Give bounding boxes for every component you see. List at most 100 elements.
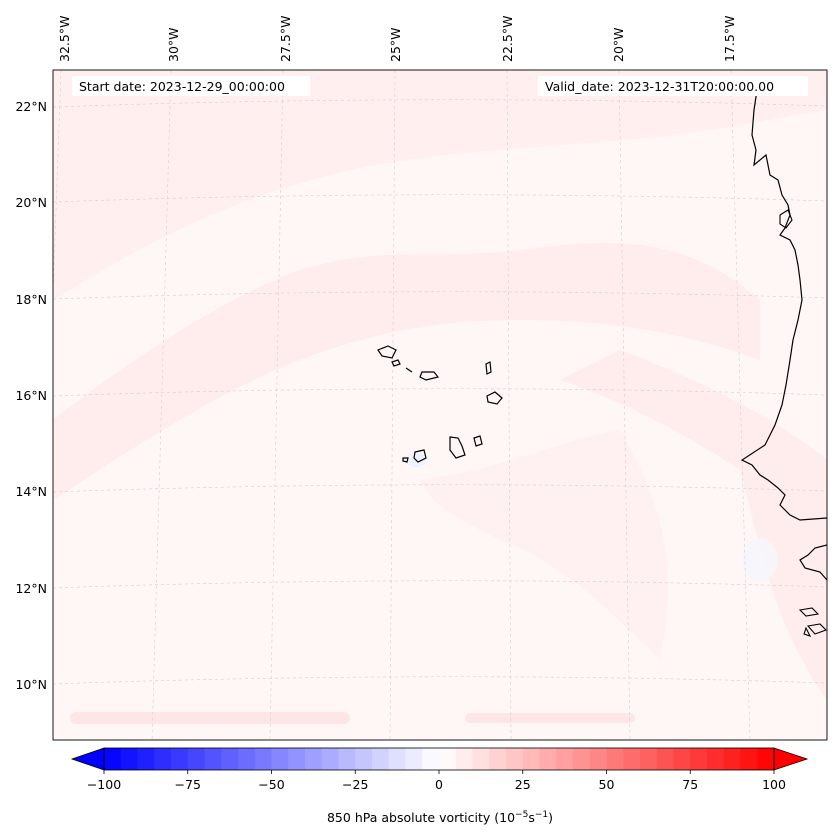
colorbar-tick-label: 100 bbox=[762, 777, 786, 792]
island-maio bbox=[473, 435, 483, 447]
map-frame bbox=[52, 69, 828, 741]
island-sal bbox=[485, 361, 492, 375]
parallel-12n bbox=[53, 580, 827, 589]
vorticity-band-southeast bbox=[420, 430, 668, 660]
colorbar-segment bbox=[489, 748, 507, 770]
colorbar-segment bbox=[338, 748, 356, 770]
colorbar-segment bbox=[154, 748, 172, 770]
colorbar-extend-max-arrow bbox=[773, 747, 809, 771]
colorbar-segment bbox=[707, 748, 725, 770]
island-sao-vicente bbox=[391, 359, 401, 367]
lat-label-22n: 22°N bbox=[15, 99, 47, 114]
colorbar-segment bbox=[656, 748, 674, 770]
longitude-labels: 32.5°W 30°W 27.5°W 25°W 22.5°W 20°W 17.5… bbox=[57, 16, 737, 62]
parallel-18n bbox=[53, 291, 827, 300]
colorbar-tick-label: −100 bbox=[87, 777, 121, 792]
coastline-bijagos bbox=[798, 607, 827, 637]
lat-label-10n: 10°N bbox=[15, 677, 47, 692]
colorbar-segment bbox=[238, 748, 256, 770]
colorbar-tick-label: −75 bbox=[175, 777, 201, 792]
vorticity-band-east bbox=[560, 350, 827, 700]
colorbar-segment bbox=[321, 748, 339, 770]
colorbar-segment bbox=[422, 748, 440, 770]
parallel-16n bbox=[53, 388, 827, 397]
colorbar-segment bbox=[690, 748, 708, 770]
lon-label-32-5w: 32.5°W bbox=[57, 16, 72, 62]
colorbar-segment bbox=[623, 748, 641, 770]
latitude-labels: 22°N 20°N 18°N 16°N 14°N 12°N 10°N bbox=[15, 99, 47, 692]
lon-label-27-5w: 27.5°W bbox=[278, 16, 293, 62]
colorbar-segment bbox=[137, 748, 155, 770]
vorticity-band-central bbox=[53, 242, 760, 500]
vorticity-negative-patch bbox=[742, 538, 778, 582]
colorbar-segment bbox=[271, 748, 289, 770]
lon-label-25w: 25°W bbox=[388, 27, 403, 62]
colorbar-segment bbox=[673, 748, 691, 770]
lon-label-22-5w: 22.5°W bbox=[500, 16, 515, 62]
colorbar-tick-label: 75 bbox=[682, 777, 698, 792]
start-date-box bbox=[72, 76, 310, 96]
coastline-banc-arguin bbox=[779, 209, 793, 229]
colorbar-segment bbox=[104, 748, 122, 770]
map-area bbox=[53, 70, 827, 740]
colorbar-segment bbox=[757, 748, 775, 770]
colorbar-tick-label: 25 bbox=[515, 777, 531, 792]
gridlines bbox=[53, 70, 827, 740]
colorbar-segment bbox=[573, 748, 591, 770]
colorbar-segment bbox=[388, 748, 406, 770]
colorbar-extend-min-arrow bbox=[70, 747, 105, 771]
valid-date-box bbox=[538, 76, 808, 96]
lat-label-18n: 18°N bbox=[15, 292, 47, 307]
colorbar-segment bbox=[305, 748, 323, 770]
colorbar-tick-label: 50 bbox=[599, 777, 615, 792]
meridian-17-5w bbox=[730, 70, 751, 740]
colorbar-segment bbox=[355, 748, 373, 770]
vorticity-strip-south-west bbox=[70, 712, 350, 724]
colorbar-label: 850 hPa absolute vorticity (10−5s−1) bbox=[327, 810, 553, 825]
island-santo-antao bbox=[377, 345, 397, 359]
colorbar-tick-label: 0 bbox=[435, 777, 443, 792]
meridian-22-5w bbox=[506, 70, 512, 740]
colorbar-segment bbox=[740, 748, 758, 770]
colorbar-segment bbox=[539, 748, 557, 770]
colorbar-segment bbox=[472, 748, 490, 770]
vorticity-strip-south-east bbox=[465, 713, 635, 723]
colorbar-segment bbox=[640, 748, 658, 770]
island-boa-vista bbox=[486, 391, 503, 405]
colorbar-segment bbox=[187, 748, 205, 770]
start-date-label: Start date: 2023-12-29_00:00:00 bbox=[79, 79, 285, 94]
island-santiago bbox=[449, 436, 466, 459]
colorbar-segment bbox=[506, 748, 524, 770]
colorbar-segment bbox=[439, 748, 457, 770]
lon-label-20w: 20°W bbox=[611, 27, 626, 62]
island-fogo bbox=[413, 449, 427, 463]
colorbar-segments bbox=[104, 748, 775, 770]
colorbar-segment bbox=[288, 748, 306, 770]
island-sao-nicolau bbox=[419, 371, 440, 381]
colorbar-tick-label: −50 bbox=[258, 777, 284, 792]
lon-label-30w: 30°W bbox=[166, 27, 181, 62]
lat-label-16n: 16°N bbox=[15, 388, 47, 403]
colorbar-segment bbox=[120, 748, 138, 770]
island-santa-luzia bbox=[405, 367, 413, 373]
coastline-guinea-bissau bbox=[799, 544, 827, 581]
vorticity-band-north bbox=[53, 70, 827, 300]
parallel-22n bbox=[53, 99, 827, 108]
valid-date-label: Valid_date: 2023-12-31T20:00:00.00 bbox=[545, 79, 774, 94]
lat-label-12n: 12°N bbox=[15, 581, 47, 596]
colorbar-segment bbox=[589, 748, 607, 770]
colorbar-segment bbox=[254, 748, 272, 770]
colorbar-segment bbox=[522, 748, 540, 770]
meridian-27-5w bbox=[269, 70, 284, 740]
colorbar-segment bbox=[221, 748, 239, 770]
cape-verde-islands bbox=[377, 345, 503, 463]
meridian-20w bbox=[618, 70, 631, 740]
colorbar-tick-label: −25 bbox=[342, 777, 368, 792]
lat-label-14n: 14°N bbox=[15, 484, 47, 499]
parallel-14n bbox=[53, 484, 827, 493]
colorbar-segment bbox=[556, 748, 574, 770]
parallel-10n bbox=[53, 676, 827, 685]
colorbar-segment bbox=[405, 748, 423, 770]
colorbar-segment bbox=[171, 748, 189, 770]
